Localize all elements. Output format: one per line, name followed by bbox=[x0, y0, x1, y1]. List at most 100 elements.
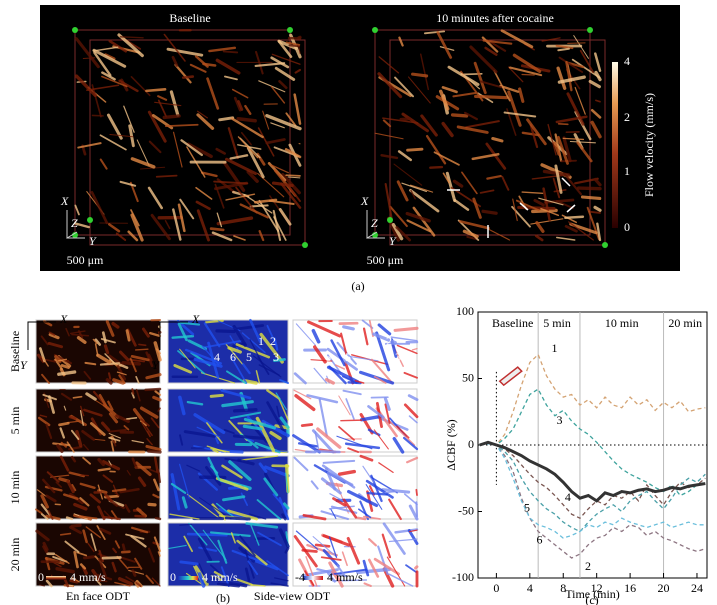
vessel bbox=[171, 334, 195, 339]
vessel bbox=[114, 540, 121, 549]
vessel bbox=[74, 74, 97, 97]
vessel bbox=[46, 471, 60, 483]
vessel bbox=[79, 497, 90, 507]
vessel bbox=[222, 50, 239, 54]
vessel bbox=[556, 66, 567, 90]
vessel bbox=[278, 208, 292, 226]
vessel bbox=[218, 116, 235, 122]
vessel bbox=[458, 220, 490, 230]
vessel bbox=[179, 560, 199, 566]
vessel bbox=[241, 455, 279, 461]
vessel bbox=[94, 573, 113, 581]
vessel bbox=[275, 392, 287, 411]
vessel bbox=[106, 113, 123, 140]
vessel bbox=[256, 499, 282, 520]
vessel bbox=[130, 213, 144, 242]
vessel bbox=[110, 440, 115, 452]
vessel bbox=[107, 400, 114, 411]
vessel bbox=[564, 215, 585, 220]
vessel bbox=[576, 141, 593, 163]
vessel bbox=[397, 150, 413, 162]
vessel bbox=[233, 96, 242, 112]
vessel bbox=[168, 544, 187, 549]
vessel bbox=[243, 194, 273, 214]
vessel bbox=[215, 329, 236, 334]
vessel bbox=[405, 211, 431, 223]
column-caption: Side-view ODT bbox=[254, 589, 331, 603]
vessel bbox=[365, 479, 394, 499]
vessel bbox=[588, 79, 601, 89]
vessel bbox=[39, 584, 45, 587]
vessel bbox=[332, 497, 347, 507]
arrow bbox=[561, 177, 571, 187]
vessel bbox=[555, 44, 574, 50]
vessel bbox=[250, 584, 266, 587]
x-tick-label: 4 bbox=[527, 581, 533, 595]
vessel bbox=[210, 531, 251, 537]
vessel bbox=[252, 355, 282, 378]
vessel bbox=[98, 549, 104, 563]
vessel bbox=[178, 463, 190, 499]
vessel bbox=[406, 456, 419, 464]
vessel bbox=[228, 460, 252, 482]
vessel bbox=[294, 394, 316, 412]
vessel bbox=[563, 172, 583, 196]
vessel bbox=[54, 553, 70, 564]
vessel bbox=[590, 120, 602, 139]
vessel bbox=[179, 348, 196, 369]
vessel bbox=[98, 393, 107, 407]
vessel bbox=[148, 140, 162, 154]
vessel bbox=[92, 48, 127, 68]
vessel bbox=[541, 37, 561, 42]
vessel bbox=[36, 489, 47, 497]
vessel bbox=[101, 556, 122, 560]
vessel bbox=[370, 358, 394, 384]
vessel bbox=[172, 131, 183, 168]
vessel bbox=[196, 113, 215, 130]
vessel bbox=[173, 364, 193, 374]
vessel bbox=[150, 213, 171, 241]
vessel bbox=[307, 320, 342, 338]
vessel bbox=[83, 370, 92, 380]
vessel bbox=[242, 378, 258, 385]
vessel-label: 4 bbox=[303, 350, 309, 364]
vessel bbox=[131, 569, 137, 577]
vessel bbox=[108, 223, 121, 233]
vessel bbox=[412, 206, 436, 237]
vessel bbox=[571, 58, 601, 79]
axis-letter: X bbox=[59, 312, 68, 326]
vessel bbox=[326, 354, 342, 374]
vessel bbox=[162, 114, 181, 120]
vessel bbox=[63, 405, 67, 411]
vessel bbox=[99, 158, 108, 170]
vessel bbox=[119, 350, 130, 362]
vessel bbox=[59, 532, 72, 536]
vessel bbox=[244, 567, 251, 583]
vessel bbox=[92, 46, 119, 52]
vessel bbox=[101, 331, 107, 344]
vessel bbox=[137, 476, 147, 487]
vessel bbox=[196, 209, 210, 242]
vessel bbox=[390, 336, 418, 342]
vessel bbox=[358, 508, 372, 519]
vessel bbox=[295, 323, 317, 346]
vessel bbox=[284, 148, 302, 159]
vessel bbox=[441, 86, 458, 94]
vessel bbox=[195, 200, 211, 211]
vessel bbox=[554, 133, 563, 163]
arrow bbox=[566, 204, 576, 213]
vessel bbox=[282, 502, 290, 510]
vessel bbox=[518, 87, 525, 103]
vessel bbox=[83, 555, 96, 560]
corner-marker bbox=[387, 217, 393, 223]
axis-letter: Y bbox=[89, 234, 97, 248]
vessel bbox=[125, 533, 145, 540]
vessel bbox=[157, 407, 161, 412]
vessel bbox=[209, 393, 224, 398]
vessel bbox=[396, 344, 418, 355]
vessel bbox=[72, 395, 83, 399]
vessel bbox=[580, 195, 602, 201]
vessel bbox=[486, 174, 502, 180]
vessel bbox=[235, 343, 271, 359]
vessel bbox=[130, 535, 147, 548]
